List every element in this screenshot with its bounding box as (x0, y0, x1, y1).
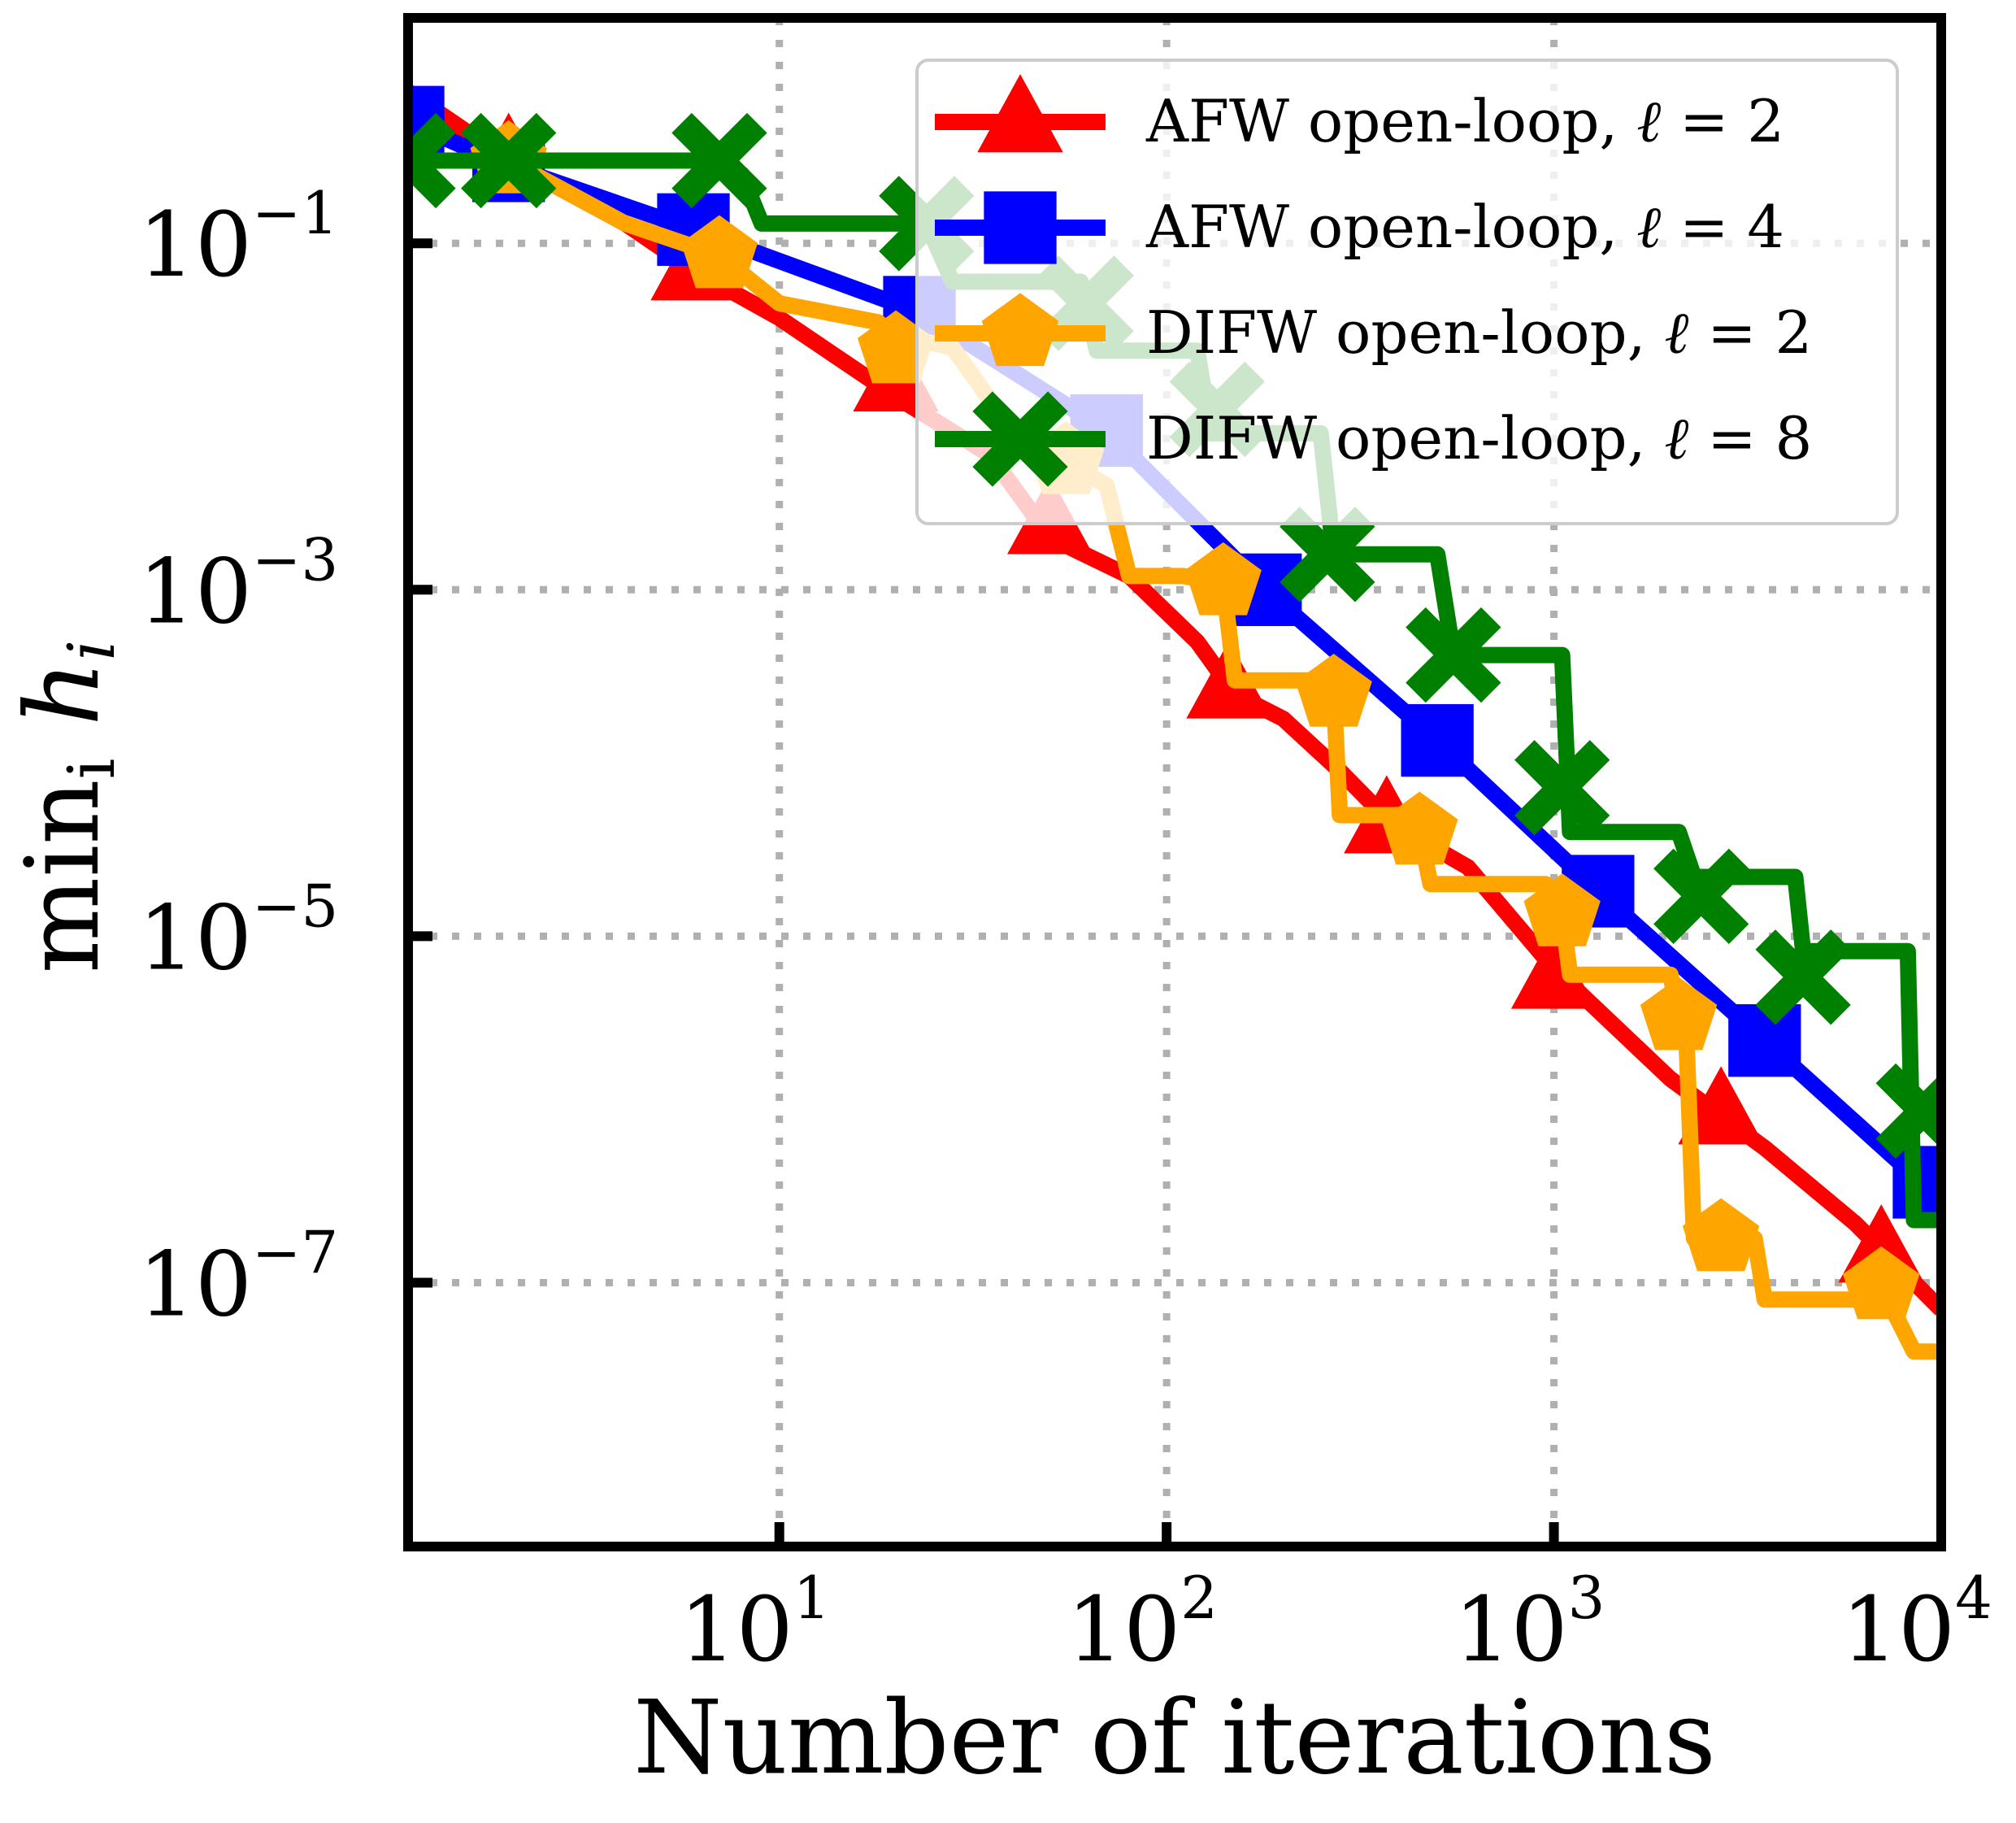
x-tick-labels: 101 102 103 104 (680, 1564, 1992, 1682)
data-point (1514, 740, 1610, 836)
data-point (1843, 1246, 1920, 1320)
y-axis-title-var-sub: i (54, 640, 129, 661)
data-point (1295, 654, 1372, 727)
y-axis-title: mini hi (4, 640, 129, 973)
legend-label: DIFW open-loop, ℓ = 8 (1146, 404, 1812, 472)
svg-text:mini hi: mini hi (4, 640, 129, 973)
data-point (1510, 930, 1597, 1009)
x-tick-exp: 2 (1180, 1564, 1218, 1632)
data-point (461, 112, 557, 209)
x-axis-title: Number of iterations (633, 1679, 1716, 1797)
tick-marks (408, 238, 1946, 1547)
plot-frame (403, 13, 1946, 1551)
data-point (1755, 929, 1851, 1025)
y-tick-exp: −7 (252, 1219, 338, 1287)
x-tick-base: 10 (1454, 1577, 1568, 1682)
legend-marker (972, 391, 1068, 487)
y-tick-label: 10−3 (138, 525, 338, 643)
y-tick-labels: 10−110−310−510−7 (138, 179, 338, 1336)
y-tick-base: 10 (138, 193, 252, 297)
y-tick-label: 10−5 (138, 872, 338, 990)
x-tick-label: 104 (1841, 1564, 1992, 1682)
x-tick-base: 10 (1841, 1577, 1955, 1682)
data-point (1875, 1063, 1941, 1159)
x-tick-label: 102 (1067, 1564, 1218, 1682)
legend: AFW open-loop, ℓ = 2 AFW open-loop, ℓ = 4… (915, 59, 1899, 525)
legend-label: AFW open-loop, ℓ = 2 (1145, 87, 1784, 155)
legend-item: AFW open-loop, ℓ = 4 (935, 191, 1784, 264)
y-tick-base: 10 (138, 1233, 252, 1337)
y-tick-base: 10 (138, 539, 252, 643)
data-point (1523, 873, 1601, 946)
legend-marker (981, 293, 1059, 367)
data-point (1184, 542, 1262, 616)
data-point (1892, 1146, 1941, 1219)
legend-item: AFW open-loop, ℓ = 2 (935, 74, 1784, 155)
y-axis-title-var: h (4, 660, 122, 758)
data-point (671, 112, 767, 209)
data-point (680, 215, 758, 289)
x-tick-base: 10 (680, 1577, 793, 1682)
x-tick-exp: 3 (1568, 1564, 1605, 1632)
data-point (1401, 703, 1474, 777)
y-tick-base: 10 (138, 885, 252, 990)
x-tick-label: 101 (680, 1564, 831, 1682)
data-point (1728, 1004, 1801, 1077)
data-point (1682, 1198, 1760, 1272)
x-tick-exp: 1 (793, 1564, 831, 1632)
x-tick-exp: 4 (1955, 1564, 1992, 1632)
data-point (1653, 848, 1749, 944)
x-tick-base: 10 (1067, 1577, 1180, 1682)
legend-item: DIFW open-loop, ℓ = 2 (935, 293, 1812, 367)
data-point (1381, 791, 1458, 865)
legend-label: AFW open-loop, ℓ = 4 (1145, 193, 1784, 261)
legend-label: DIFW open-loop, ℓ = 2 (1146, 298, 1812, 367)
x-tick-label: 103 (1454, 1564, 1605, 1682)
y-tick-exp: −1 (252, 179, 338, 247)
data-point (1640, 977, 1718, 1051)
legend-item: DIFW open-loop, ℓ = 8 (935, 391, 1812, 487)
y-axis-title-sub: i (54, 759, 129, 780)
data-point (408, 112, 456, 209)
data-point (1678, 1066, 1764, 1145)
y-tick-label: 10−7 (138, 1219, 338, 1337)
legend-marker (977, 74, 1063, 153)
data-point (1280, 507, 1375, 603)
y-axis-title-main: min (4, 779, 122, 973)
y-tick-label: 10−1 (138, 179, 338, 297)
y-tick-exp: −3 (252, 525, 338, 594)
data-point (858, 310, 935, 384)
legend-box (915, 59, 1899, 525)
y-tick-exp: −5 (252, 872, 338, 940)
legend-marker (984, 191, 1057, 264)
data-point (1406, 607, 1501, 703)
